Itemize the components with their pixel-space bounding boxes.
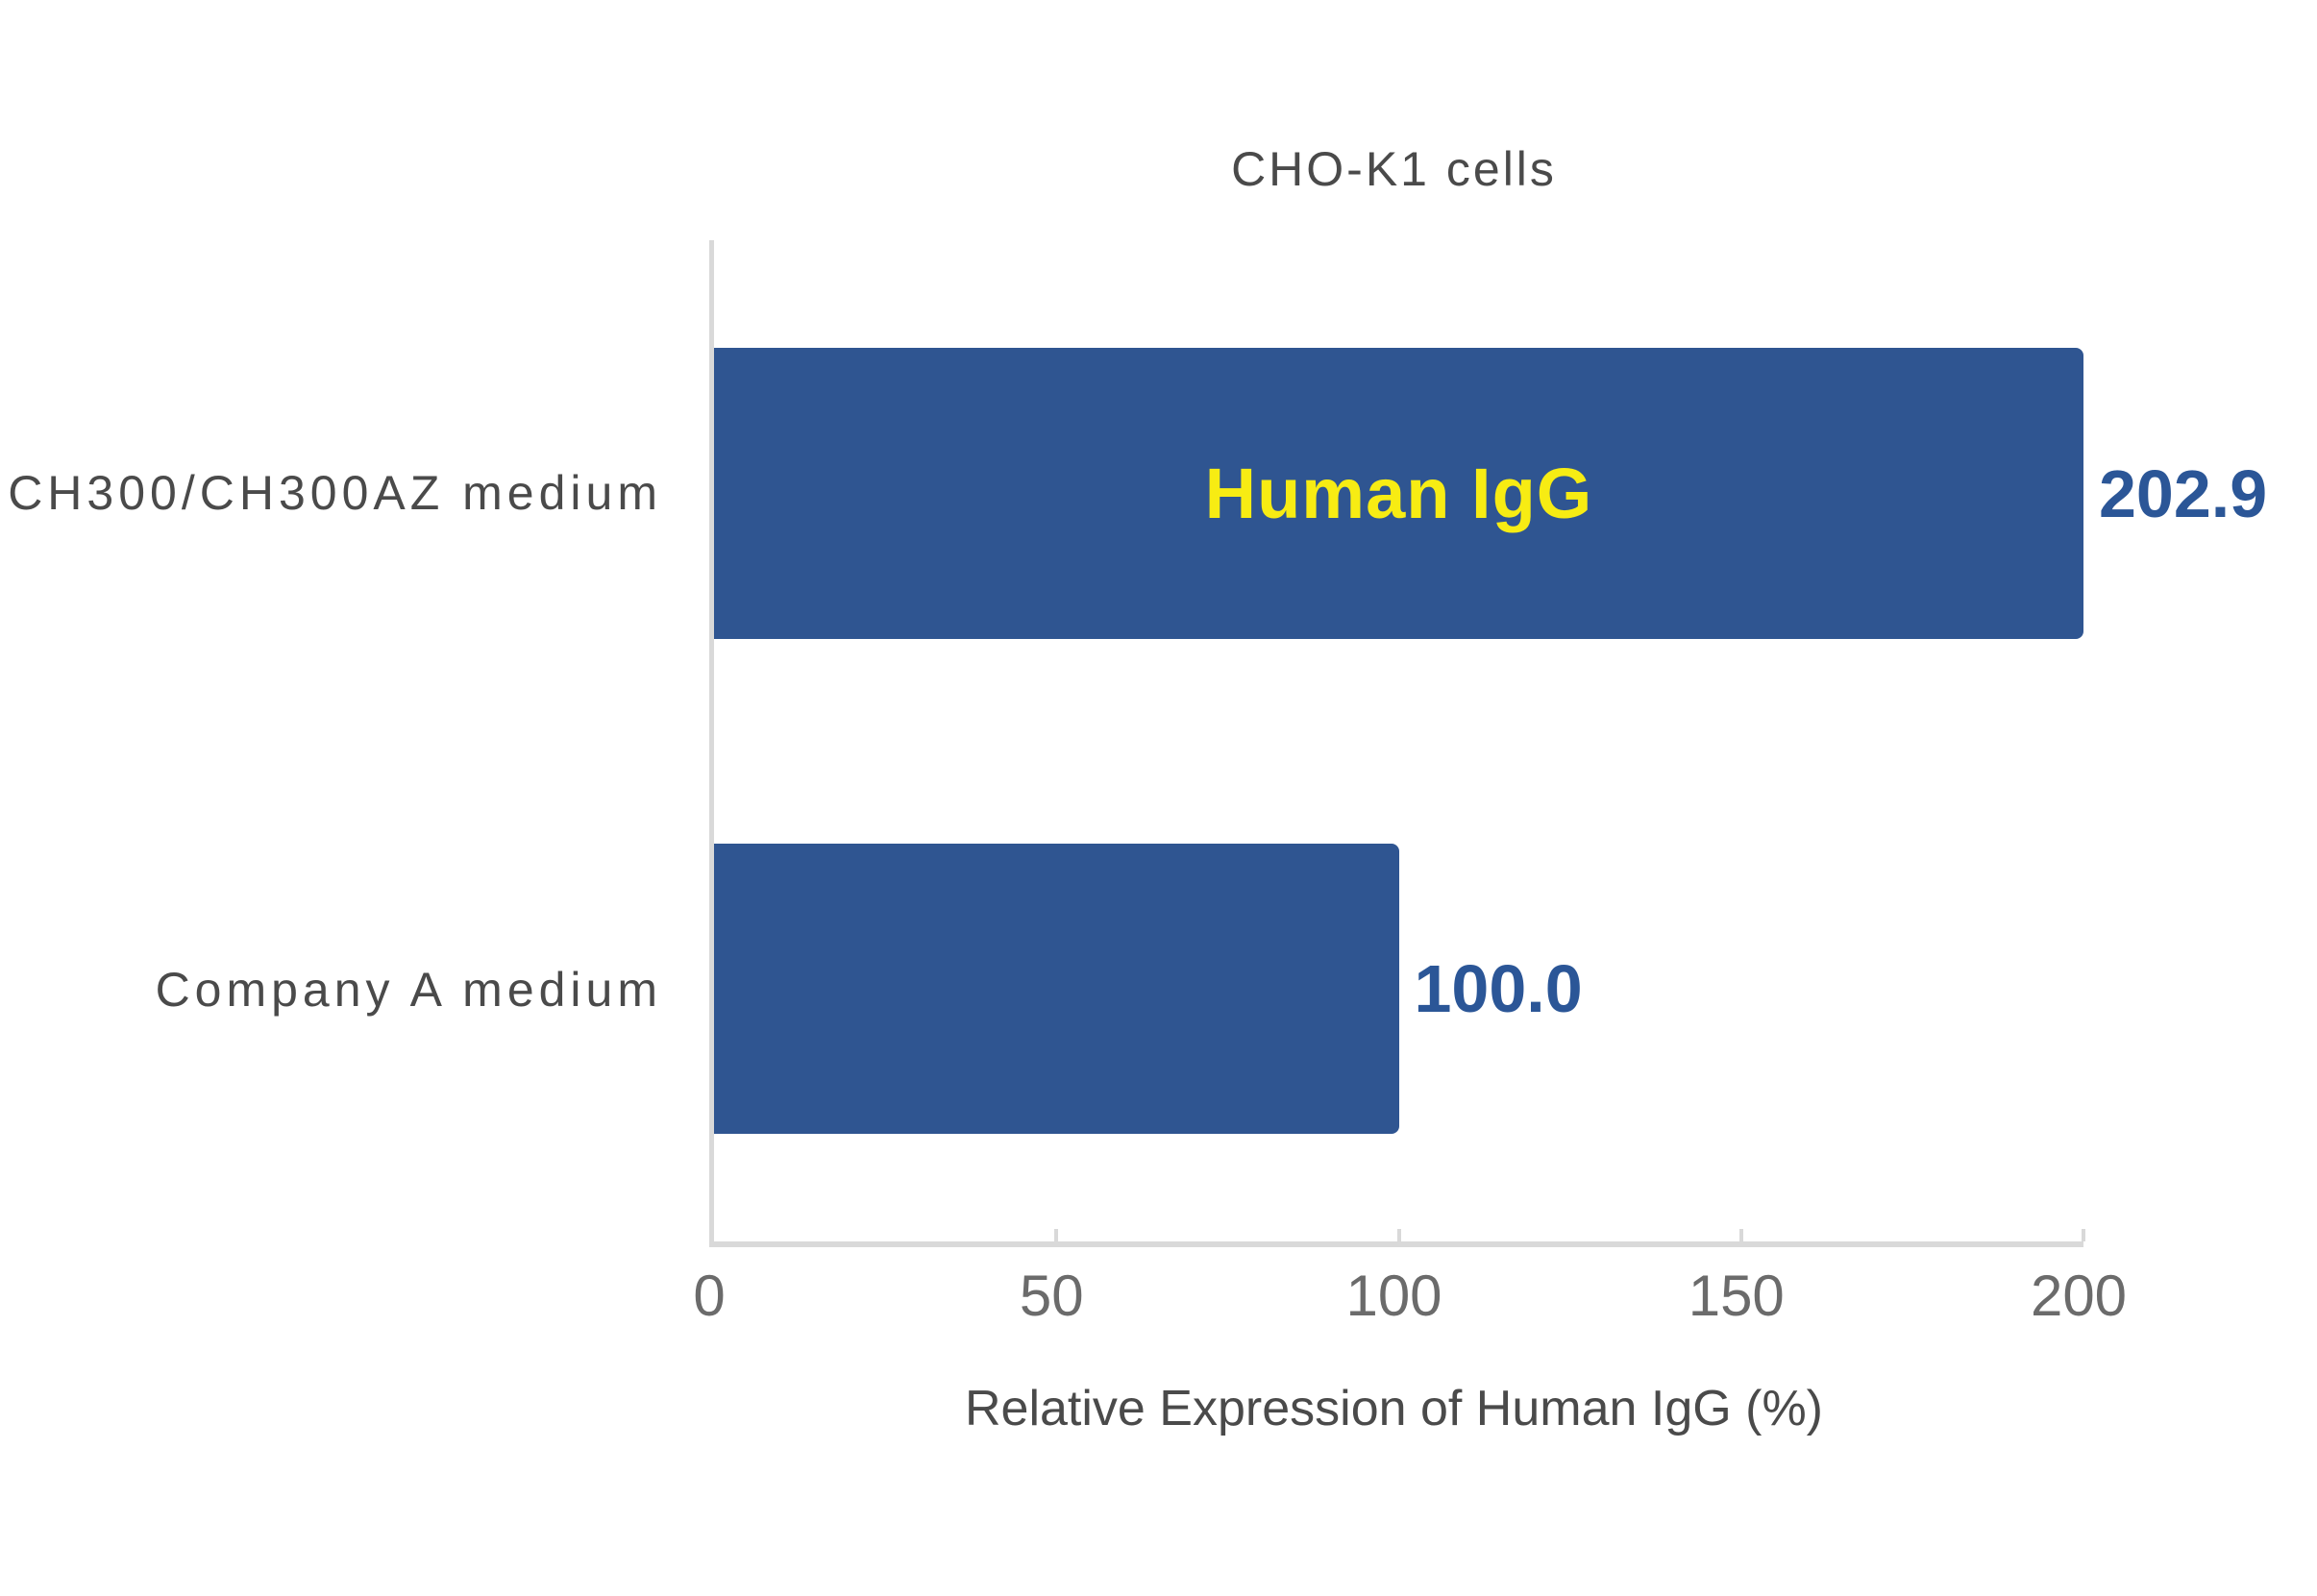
- x-tick-label-100: 100: [1345, 1264, 1442, 1328]
- bar-row: Human IgG 202.9: [714, 348, 2267, 639]
- bar-annotation-human-igg: Human IgG: [1204, 454, 1593, 533]
- x-axis-tick-200: [2082, 1229, 2085, 1241]
- value-label-ch300-ch300az: 202.9: [2099, 455, 2268, 531]
- value-label-company-a: 100.0: [1414, 951, 1583, 1026]
- bar-ch300-ch300az: Human IgG: [714, 348, 2083, 639]
- x-axis-title: Relative Expression of Human IgG (%): [964, 1381, 1823, 1436]
- bar-company-a: [714, 844, 1399, 1134]
- category-label-company-a: Company A medium: [155, 963, 662, 1017]
- x-axis-tick-labels: 0 50 100 150 200: [693, 1264, 2127, 1332]
- x-axis-tick-100: [1396, 1229, 1401, 1241]
- x-tick-label-0: 0: [693, 1264, 726, 1328]
- bar-row: 100.0: [714, 844, 2083, 1134]
- x-tick-label-50: 50: [1019, 1264, 1084, 1328]
- x-axis-tick-150: [1738, 1229, 1743, 1241]
- x-tick-label-200: 200: [2030, 1264, 2128, 1328]
- x-axis-tick-50: [1054, 1229, 1059, 1241]
- category-label-ch300-ch300az: CH300/CH300AZ medium: [8, 466, 662, 520]
- chart-title: CHO-K1 cells: [1231, 142, 1557, 196]
- plot-area: Human IgG 202.9 100.0: [709, 240, 2267, 1247]
- x-tick-label-150: 150: [1688, 1264, 1785, 1328]
